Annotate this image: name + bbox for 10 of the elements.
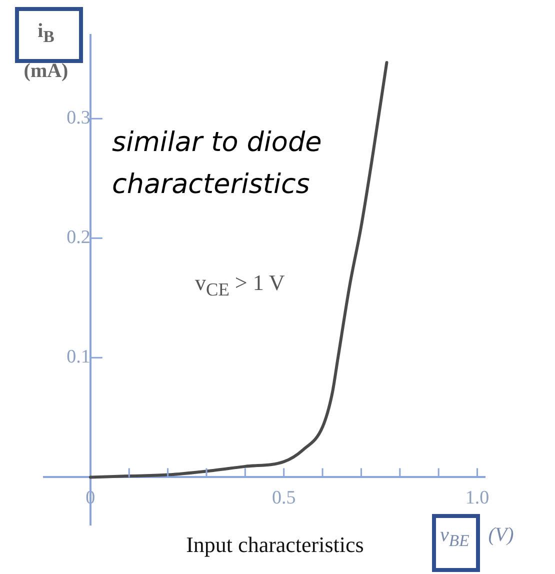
y-tick-label: 0.2 <box>66 227 90 248</box>
y-axis-title: i$_{B}$ (mA) <box>22 19 70 84</box>
x-axis-title: v$_{BE}$ (V) <box>440 524 514 551</box>
x-tick-label: 0.5 <box>272 488 296 509</box>
y-tick-label: 0.1 <box>66 346 90 368</box>
annotation: similar to diode characteristics <box>112 126 323 202</box>
text: Input characteristics <box>185 532 365 558</box>
annotation: v$_{CE}$ > 1 V <box>195 270 286 302</box>
x-tick-label: 1.0 <box>465 488 490 509</box>
line-series <box>88 60 388 479</box>
